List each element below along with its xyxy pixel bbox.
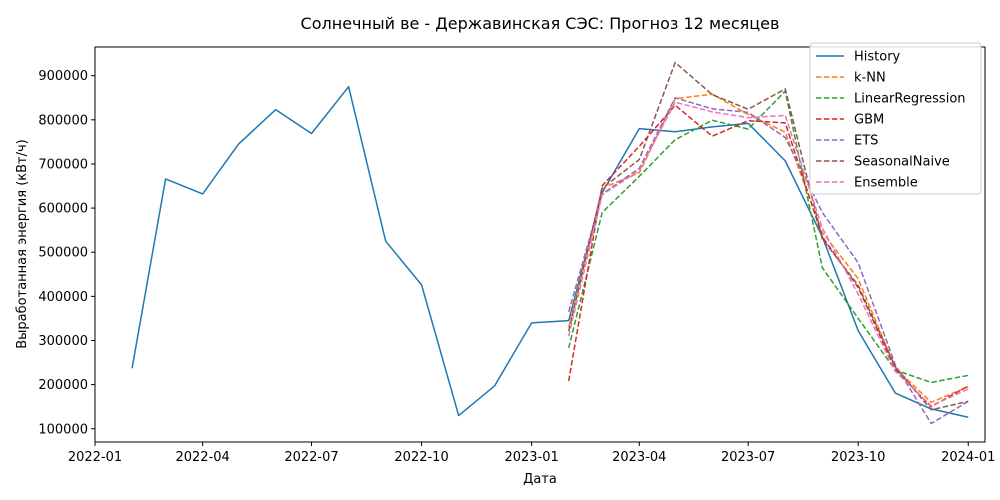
x-axis: 2022-01 2022-04 2022-07 2022-10 2023-01 2023-… [68, 442, 995, 465]
series-line-linearregression [567, 90, 969, 384]
y-tick-label: 900000 [38, 69, 88, 84]
x-axis-label: Дата [523, 472, 557, 487]
legend-label-ets: ETS [854, 134, 878, 149]
y-tick-label: 700000 [38, 157, 88, 172]
y-tick-label: 200000 [38, 378, 88, 393]
x-tick-label: 2022-07 [284, 450, 338, 465]
legend-label-linearregression: LinearRegression [854, 92, 966, 107]
y-tick-label: 300000 [38, 334, 88, 349]
legend-label-k-nn: k-NN [854, 71, 886, 86]
series-layer [131, 61, 969, 425]
y-tick-label: 100000 [38, 422, 88, 437]
x-tick-label: 2024-01 [941, 450, 995, 465]
x-tick-label: 2023-01 [504, 450, 558, 465]
legend-label-ensemble: Ensemble [854, 176, 918, 191]
plot-frame [94, 46, 986, 443]
y-axis-label: Выработанная энергия (кВт/ч) [15, 139, 30, 349]
y-tick-label: 600000 [38, 202, 88, 217]
series-line-ets [567, 97, 969, 425]
series-line-history [131, 85, 969, 419]
legend-label-gbm: GBM [854, 113, 884, 128]
plot-area [94, 46, 986, 443]
series-line-k-nn [567, 93, 969, 404]
y-axis: 100000 200000 300000 400000 500000 600000 7000… [38, 69, 95, 437]
chart-title: Солнечный ве - Державинская СЭС: Прогноз… [301, 14, 780, 33]
series-line-ensemble [567, 101, 969, 407]
x-tick-label: 2023-10 [831, 450, 885, 465]
legend: History k-NN LinearRegression GBM ETS Seasona… [809, 42, 982, 195]
legend-frame [809, 42, 982, 195]
x-tick-label: 2022-10 [394, 450, 448, 465]
y-tick-label: 400000 [38, 290, 88, 305]
x-tick-label: 2023-07 [721, 450, 775, 465]
legend-label-seasonalnaive: SeasonalNaive [854, 155, 950, 170]
series-line-seasonalnaive [567, 61, 969, 411]
legend-label-history: History [854, 50, 901, 65]
y-tick-label: 500000 [38, 246, 88, 261]
x-tick-label: 2023-04 [612, 450, 666, 465]
x-tick-label: 2022-04 [175, 450, 229, 465]
x-tick-label: 2022-01 [68, 450, 122, 465]
y-tick-label: 800000 [38, 113, 88, 128]
